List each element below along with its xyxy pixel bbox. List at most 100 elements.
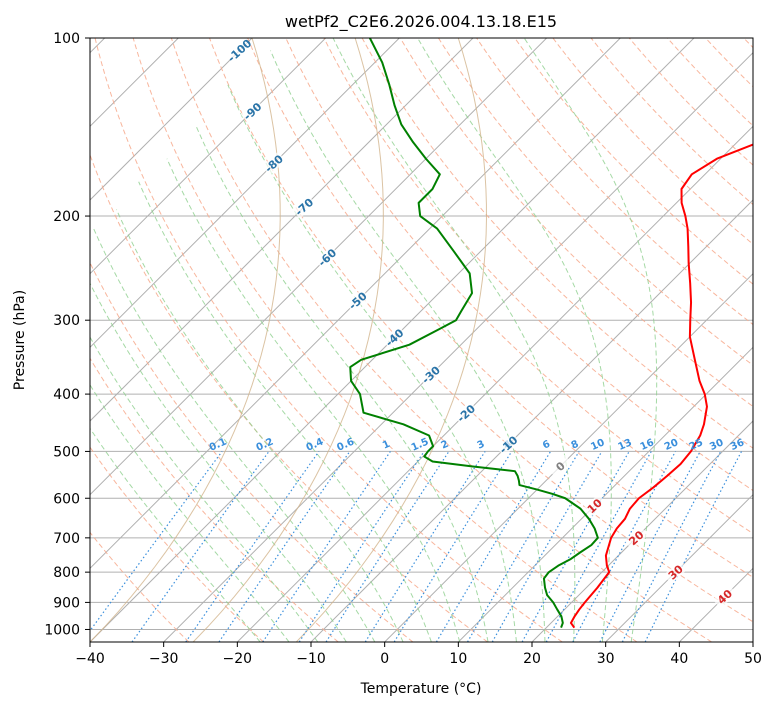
dry-adiabat-line [94,38,563,642]
isotherm-label-bg [345,288,370,313]
y-tick-label: 400 [53,387,80,403]
dry-adiabat-line [552,38,753,245]
chart-title: wetPf2_C2E6.2026.004.13.18.E15 [285,12,557,32]
moist-adiabat-line [90,427,261,642]
isotherm-label-bg [291,195,317,219]
x-axis-label: Temperature (°C) [360,681,482,697]
x-tick-label: 40 [670,651,688,667]
mixing-ratio-label: 36 [729,437,746,453]
isotherm-label-bg [582,494,607,518]
x-tick-label: 20 [523,651,541,667]
moist-adiabat-line [116,209,404,642]
x-tick-label: −40 [75,651,105,667]
mixing-ratio-label: 30 [708,437,725,453]
mixing-ratio-label: 2 [439,439,450,452]
isotherm-label-bg [496,432,521,457]
mixing-ratio-label: 20 [663,437,680,453]
isotherm-gridline [90,38,327,275]
mixing-ratio-label: 25 [688,437,705,453]
mixing-ratio-line [90,451,223,632]
mixing-ratio-label: 16 [639,437,656,453]
isotherm-label-bg [261,151,287,176]
isotherm-gridline [90,38,253,201]
dry-adiabat-line [90,261,414,642]
plot-area [90,38,753,642]
mixing-ratio-line [435,451,552,642]
isotherm-gridline [90,38,621,570]
isotherm-label-bg [382,325,407,350]
mixing-ratio-label: 3 [476,439,487,452]
y-tick-label: 300 [53,313,80,329]
dry-adiabat-line [399,38,753,408]
mixing-ratio-label: 8 [570,439,581,452]
reference-arc-line [90,38,281,642]
isotherm-gridline [90,38,474,422]
y-tick-label: 100 [53,31,80,47]
y-tick-label: 600 [53,491,80,507]
dry-adiabat-line [90,531,190,642]
mixing-ratio-line [521,451,630,642]
isotherm-gridline [384,272,753,642]
mixing-ratio-line [364,451,486,642]
reference-arc-line [295,38,487,642]
isotherm-label-bg [418,362,444,387]
isotherm-label-bg [227,38,252,63]
y-tick-label: 500 [53,444,80,460]
x-axis: −40 −30 −20 −10 0 10 20 30 40 50 [75,642,762,667]
dry-adiabat-line [323,38,753,492]
isotherm-gridline [605,493,753,642]
x-tick-label: −30 [149,651,179,667]
moist-adiabat-line [90,383,290,642]
isotherm-gridline [236,125,753,642]
x-tick-label: −20 [223,651,253,667]
y-axis-label: Pressure (hPa) [12,290,28,390]
isotherm-gridline [163,51,753,642]
dry-adiabat-line [438,38,753,366]
isotherm-gridline [90,38,400,349]
dry-adiabat-line [476,38,753,326]
y-tick-label: 1000 [44,622,80,638]
moist-adiabat-line [417,38,612,642]
isotherm-label-bg [548,454,573,479]
reference-arc-line [192,38,384,642]
x-tick-label: −10 [296,651,326,667]
x-tick-label: 30 [597,651,615,667]
x-tick-label: 10 [449,651,467,667]
mixing-ratio-line [466,451,580,642]
moist-adiabat-line [332,38,576,642]
dry-adiabat-line [247,38,753,578]
mixing-ratio-label: 6 [541,439,552,452]
mixing-ratio-line [545,451,652,642]
moist-adiabat-line [523,38,658,642]
plot-frame [89,37,754,643]
isotherm-label-bg [712,584,737,609]
isotherm-label-bg [663,560,688,584]
y-tick-label: 800 [53,565,80,581]
moist-adiabat-line [166,158,461,642]
isotherm-label-bg [623,526,649,550]
mixing-ratio-line [131,451,270,642]
isotherm-label-bg [315,245,340,270]
y-tick-label: 700 [53,531,80,547]
mixing-ratio-label: 10 [589,437,606,453]
mixing-ratio-line [393,451,513,642]
moist-adiabat-line [270,50,546,642]
dry-adiabat-line [285,38,753,535]
dry-adiabat-line [90,153,488,642]
series-layer [349,38,753,629]
isotherm-gridline [90,38,548,496]
x-tick-label: 0 [380,651,389,667]
y-tick-label: 900 [53,595,80,611]
temperature-profile-line [569,143,753,629]
moist-adiabat-line [90,336,319,642]
dewpoint-profile-line [349,38,599,629]
mixing-ratio-line [491,451,603,642]
isotherm-label-bg [240,99,265,124]
dry-adiabat-line [590,38,753,206]
dry-adiabat-line [361,38,753,449]
moist-adiabat-line [93,228,376,642]
y-tick-label: 200 [53,209,80,225]
moist-adiabat-line [90,282,347,642]
mixing-ratio-label: 1 [381,439,392,452]
